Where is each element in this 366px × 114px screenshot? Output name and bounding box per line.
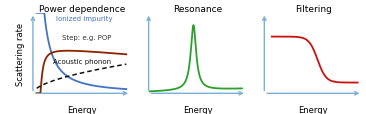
Title: Power dependence: Power dependence (39, 5, 125, 14)
Text: Energy: Energy (67, 105, 97, 114)
Title: Resonance: Resonance (173, 5, 222, 14)
Title: Filtering: Filtering (295, 5, 332, 14)
Text: Acoustic phonon: Acoustic phonon (53, 58, 111, 64)
Text: Step: e.g. POP: Step: e.g. POP (62, 35, 112, 41)
Text: Energy: Energy (183, 105, 212, 114)
Text: Ionized impurity: Ionized impurity (56, 16, 113, 22)
Text: Scattering rate: Scattering rate (16, 22, 25, 85)
Text: Energy: Energy (299, 105, 328, 114)
